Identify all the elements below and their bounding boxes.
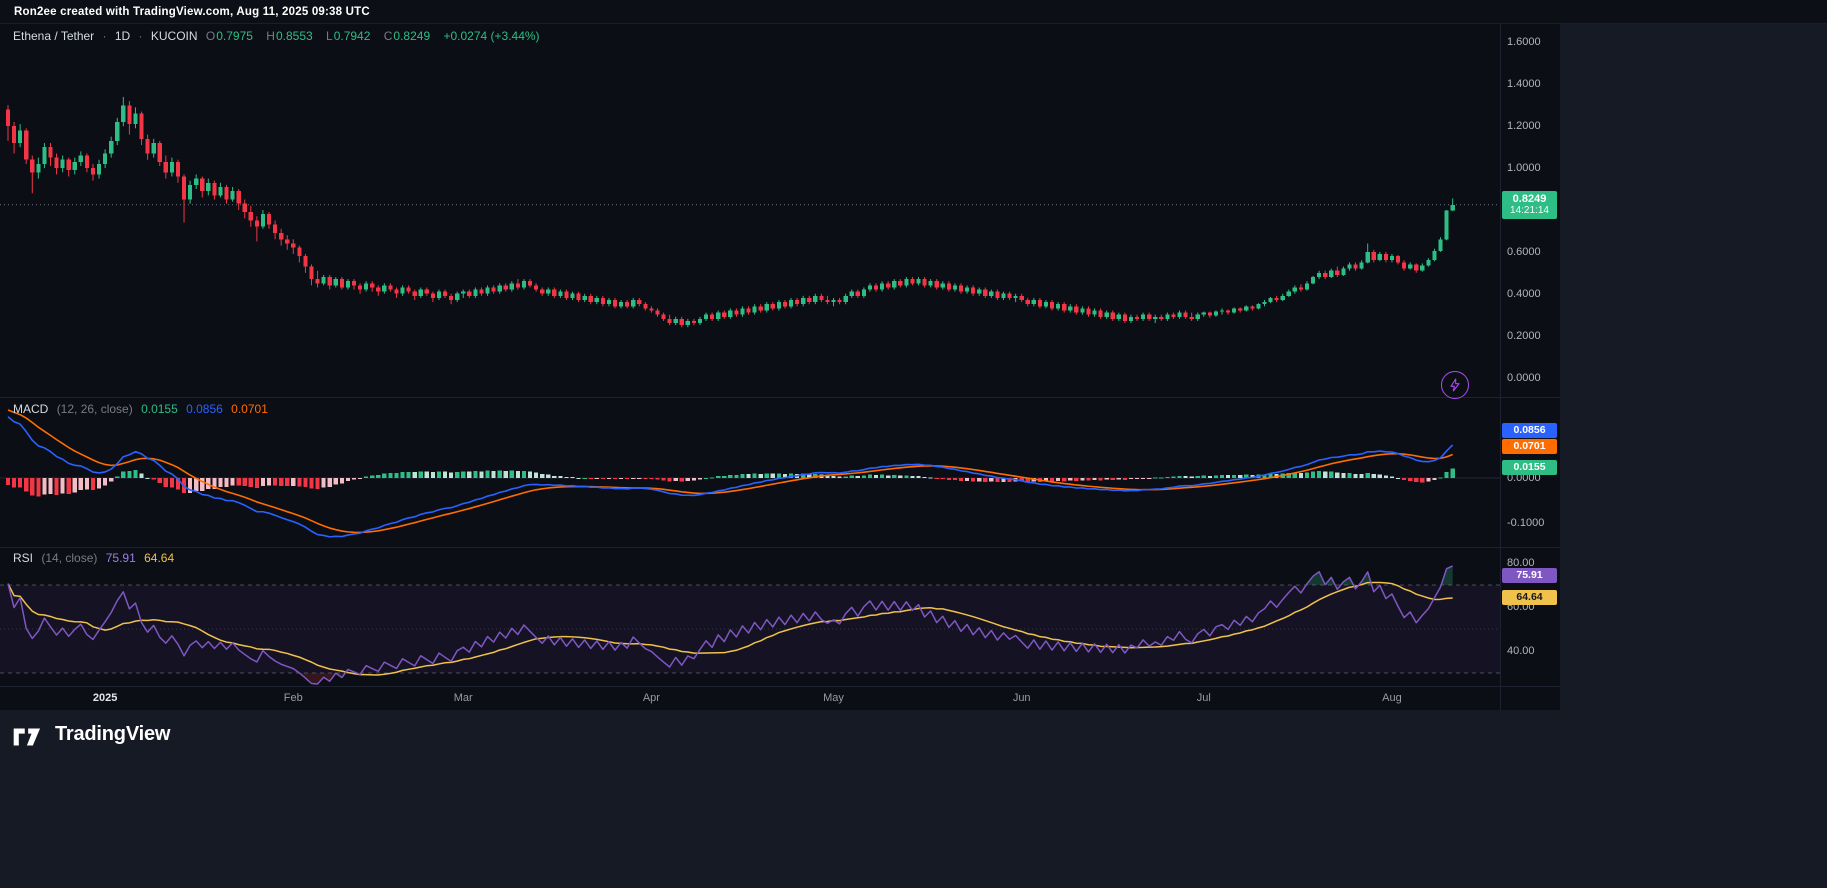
macd-hist-value: 0.0155 <box>141 402 178 416</box>
tradingview-wordmark: TradingView <box>55 723 171 745</box>
topbar-text: Ron2ee created with TradingView.com, Aug… <box>14 5 370 18</box>
macd-signal-value: 0.0701 <box>231 402 268 416</box>
bar-countdown: 14:21:14 <box>1510 205 1549 217</box>
boost-button[interactable] <box>1441 371 1469 399</box>
macd-title[interactable]: MACD <box>13 402 49 416</box>
price-axis[interactable] <box>1500 24 1560 686</box>
rsi-legend: RSI (14, close) 75.91 64.64 <box>13 551 179 565</box>
ohlc-low: L0.7942 <box>326 29 371 43</box>
tradingview-logo[interactable]: TradingView <box>12 722 170 747</box>
time-axis[interactable] <box>0 686 1500 710</box>
topbar: Ron2ee created with TradingView.com, Aug… <box>0 0 1827 24</box>
lightning-icon <box>1450 378 1460 392</box>
chart-panel[interactable] <box>0 24 1560 710</box>
tradingview-mark-icon <box>13 728 41 746</box>
rsi-title[interactable]: RSI <box>13 551 34 565</box>
macd-legend: MACD (12, 26, close) 0.0155 0.0856 0.070… <box>13 402 273 416</box>
rsi-value: 75.91 <box>105 551 136 565</box>
macd-line-value: 0.0856 <box>186 402 223 416</box>
rsi-params: (14, close) <box>41 551 98 565</box>
ohlc-high: H0.8553 <box>266 29 313 43</box>
change-label: +0.0274 (+3.44%) <box>443 29 540 43</box>
last-price: 0.8249 <box>1512 193 1547 206</box>
exchange-label[interactable]: KUCOIN <box>150 29 198 43</box>
rsi-ma-value: 64.64 <box>144 551 175 565</box>
separator-dot: · <box>138 29 143 43</box>
main-legend: Ethena / Tether · 1D · KUCOIN O0.7975 H0… <box>13 29 545 43</box>
macd-params: (12, 26, close) <box>56 402 133 416</box>
interval-label[interactable]: 1D <box>114 29 131 43</box>
symbol-title[interactable]: Ethena / Tether <box>13 29 95 43</box>
ohlc-close: C0.8249 <box>383 29 431 43</box>
last-price-badge: 0.8249 14:21:14 <box>1502 190 1557 219</box>
ohlc-open: O0.7975 <box>205 29 253 43</box>
separator-dot: · <box>102 29 107 43</box>
